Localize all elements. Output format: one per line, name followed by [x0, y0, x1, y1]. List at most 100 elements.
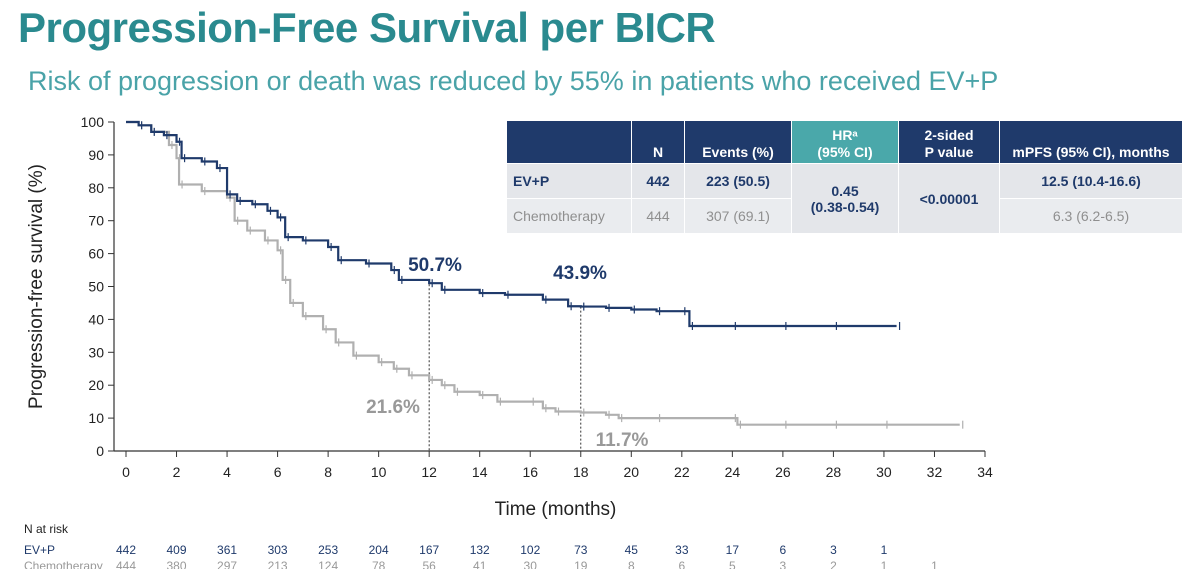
header-mpfs-label: mPFS (95% CI), months [1012, 144, 1170, 160]
risk-value: 1 [931, 559, 938, 569]
page-title: Progression-Free Survival per BICR [18, 4, 716, 51]
x-tick-label: 14 [472, 464, 488, 480]
x-tick-label: 2 [173, 464, 181, 480]
risk-value: 361 [217, 543, 237, 557]
y-tick-label: 20 [88, 377, 104, 393]
y-tick-label: 80 [88, 180, 104, 196]
table-header-hr: HRᵃ (95% CI) [791, 120, 899, 164]
x-tick-label: 30 [876, 464, 892, 480]
risk-value: 78 [372, 559, 386, 569]
risk-value: 380 [167, 559, 187, 569]
x-tick-label: 16 [522, 464, 538, 480]
x-tick-label: 20 [624, 464, 640, 480]
risk-value: 19 [574, 559, 588, 569]
risk-value: 2 [830, 559, 837, 569]
data-label: 11.7% [596, 430, 649, 451]
table-header-n: N [631, 120, 685, 164]
risk-value: 8 [628, 559, 635, 569]
table-header-mpfs: mPFS (95% CI), months [999, 120, 1183, 164]
risk-row-label: Chemotherapy [24, 559, 103, 569]
risk-value: 102 [520, 543, 540, 557]
p-value-cell: <0.00001 [898, 163, 1000, 234]
header-n-label: N [652, 144, 664, 160]
x-tick-label: 6 [274, 464, 282, 480]
risk-value: 45 [625, 543, 639, 557]
row-events: 307 (69.1) [684, 198, 792, 234]
risk-value: 297 [217, 559, 237, 569]
risk-table-title: N at risk [24, 522, 69, 536]
table-row-chemo: Chemotherapy 444 307 (69.1) 6.3 (6.2-6.5… [506, 198, 1183, 234]
x-tick-label: 10 [371, 464, 387, 480]
y-axis-label: Progression-free survival (%) [26, 164, 47, 409]
risk-value: 442 [116, 543, 136, 557]
x-tick-label: 4 [223, 464, 231, 480]
table-header-p: 2-sided P value [898, 120, 1000, 164]
y-tick-label: 50 [88, 279, 104, 295]
risk-value: 1 [881, 543, 888, 557]
hr-ci: (0.38-0.54) [810, 198, 880, 215]
y-tick-label: 60 [88, 246, 104, 262]
risk-value: 5 [729, 559, 736, 569]
risk-value: 17 [726, 543, 740, 557]
risk-value: 41 [473, 559, 487, 569]
table-row-evp: EV+P 442 223 (50.5) 0.45 (0.38-0.54) <0.0… [506, 163, 1183, 234]
x-tick-label: 26 [775, 464, 791, 480]
risk-value: 204 [369, 543, 389, 557]
y-tick-label: 100 [81, 114, 105, 130]
header-hr-line1: HRᵃ [832, 127, 858, 143]
risk-value: 409 [167, 543, 187, 557]
hr-value: 0.45 [831, 182, 859, 199]
risk-value: 253 [318, 543, 338, 557]
x-tick-label: 34 [977, 464, 993, 480]
risk-value: 6 [678, 559, 685, 569]
x-tick-label: 8 [324, 464, 332, 480]
x-tick-label: 32 [927, 464, 943, 480]
risk-value: 73 [574, 543, 588, 557]
x-tick-label: 12 [421, 464, 437, 480]
risk-value: 132 [470, 543, 490, 557]
km-curve-evp [126, 120, 897, 328]
y-tick-label: 90 [88, 147, 104, 163]
y-tick-label: 10 [88, 410, 104, 426]
y-tick-label: 0 [96, 443, 104, 459]
risk-value: 1 [881, 559, 888, 569]
x-tick-label: 28 [826, 464, 842, 480]
y-tick-label: 40 [88, 311, 104, 327]
risk-value: 167 [419, 543, 439, 557]
risk-value: 213 [268, 559, 288, 569]
risk-value: 3 [830, 543, 837, 557]
header-p-line2: P value [924, 144, 974, 160]
table-header-blank [506, 120, 632, 164]
x-axis-label: Time (months) [495, 499, 617, 520]
x-tick-label: 22 [674, 464, 690, 480]
risk-value: 303 [268, 543, 288, 557]
data-label: 50.7% [408, 255, 462, 276]
risk-value: 3 [780, 559, 787, 569]
table-header-events: Events (%) [684, 120, 792, 164]
stats-table: N Events (%) HRᵃ (95% CI) 2-sided P value … [506, 120, 1183, 234]
hr-cell: 0.45 (0.38-0.54) [791, 163, 899, 234]
risk-value: 6 [780, 543, 787, 557]
risk-value: 124 [318, 559, 338, 569]
y-tick-label: 70 [88, 213, 104, 229]
row-label: Chemotherapy [506, 198, 632, 234]
y-tick-label: 30 [88, 344, 104, 360]
header-events-label: Events (%) [702, 144, 774, 160]
row-n: 444 [631, 198, 685, 234]
x-tick-label: 18 [573, 464, 589, 480]
row-n: 442 [631, 163, 685, 199]
row-mpfs: 12.5 (10.4-16.6) [999, 163, 1183, 199]
header-hr-line2: (95% CI) [817, 144, 873, 160]
risk-value: 30 [524, 559, 538, 569]
risk-value: 56 [422, 559, 436, 569]
km-curve-chemotherapy [126, 120, 960, 426]
header-p-line1: 2-sided [924, 127, 974, 143]
risk-value: 444 [116, 559, 136, 569]
row-events: 223 (50.5) [684, 163, 792, 199]
x-tick-label: 24 [725, 464, 741, 480]
page-subtitle: Risk of progression or death was reduced… [28, 66, 999, 96]
risk-row-label: EV+P [24, 543, 55, 557]
x-tick-label: 0 [122, 464, 130, 480]
data-label: 43.9% [553, 263, 607, 284]
